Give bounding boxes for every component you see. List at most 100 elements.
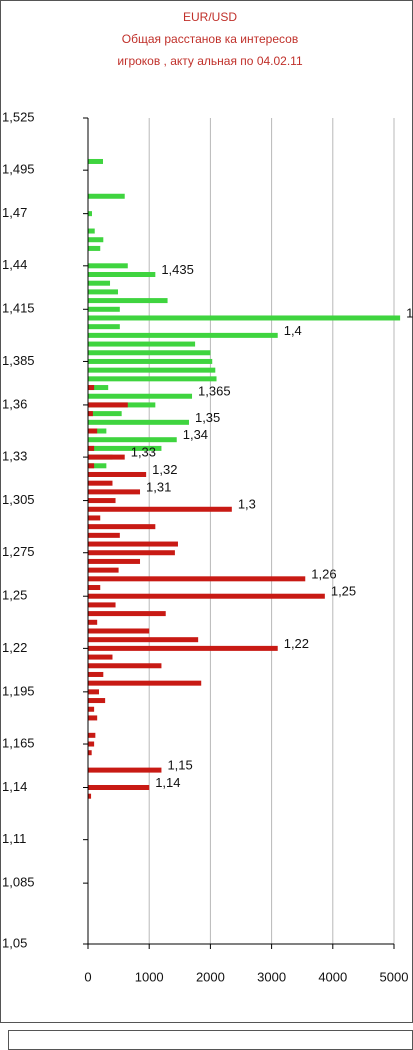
bar (88, 498, 116, 504)
y-tick-label: 1,11 (2, 831, 26, 846)
data-label: 1,32 (152, 462, 177, 477)
bar (88, 463, 95, 469)
bar (88, 576, 306, 582)
bar (88, 445, 95, 451)
bar (88, 280, 111, 286)
bar (88, 741, 95, 747)
bar (88, 445, 162, 451)
bar (88, 237, 104, 243)
bar (88, 315, 401, 321)
bar (88, 793, 92, 799)
bar (88, 463, 107, 469)
bar (88, 611, 166, 617)
bar (88, 558, 141, 564)
y-tick-label: 1,22 (2, 640, 27, 655)
data-label: 1,33 (131, 445, 156, 460)
bar (88, 306, 120, 312)
bar (88, 489, 141, 495)
bar (88, 332, 278, 338)
data-label: 1,4 (284, 323, 302, 338)
data-label: 1,22 (284, 636, 309, 651)
bar (88, 784, 150, 790)
data-label: 1,41 (406, 305, 413, 320)
bar (88, 593, 325, 599)
bar (88, 158, 103, 164)
chart-subtitle: игроков , акту альная по 04.02.11 (117, 54, 303, 68)
bar (88, 419, 189, 425)
bar (88, 402, 128, 408)
bar (88, 228, 95, 234)
bar (88, 428, 98, 434)
next-panel (8, 1030, 413, 1050)
bar (88, 645, 278, 651)
data-label: 1,14 (155, 775, 180, 790)
bar (88, 602, 116, 608)
y-tick-label: 1,14 (2, 779, 27, 794)
y-tick-label: 1,495 (2, 162, 35, 177)
bar (88, 358, 213, 364)
bar (88, 637, 199, 643)
bar (88, 437, 177, 443)
x-tick-label: 0 (84, 969, 91, 984)
bar (88, 211, 92, 217)
bar (88, 393, 193, 399)
x-tick-label: 2000 (196, 969, 225, 984)
bar (88, 454, 125, 460)
bar (88, 628, 150, 634)
data-label: 1,435 (161, 262, 194, 277)
data-label: 1,3 (238, 497, 256, 512)
bar (88, 680, 202, 686)
y-tick-label: 1,195 (2, 683, 35, 698)
bar (88, 698, 106, 704)
bar (88, 263, 128, 269)
bar (88, 341, 196, 347)
bar (88, 524, 156, 530)
bar (88, 732, 96, 738)
y-tick-label: 1,44 (2, 257, 27, 272)
bar (88, 245, 101, 251)
bar (88, 480, 113, 486)
bar (88, 767, 162, 773)
bar (88, 541, 178, 547)
bar (88, 715, 98, 721)
bar (88, 411, 122, 417)
bar (88, 272, 156, 278)
bar (88, 506, 232, 512)
chart-title: EUR/USD (183, 10, 237, 24)
bar (88, 689, 100, 695)
bar (88, 471, 147, 477)
chart-subtitle: Общая расстанов ка интересов (122, 32, 298, 46)
y-tick-label: 1,525 (2, 109, 35, 124)
bar (88, 663, 162, 669)
y-tick-label: 1,36 (2, 396, 27, 411)
bar (88, 567, 119, 573)
y-tick-label: 1,47 (2, 205, 27, 220)
y-tick-label: 1,275 (2, 544, 35, 559)
bar (88, 324, 120, 330)
bar (88, 385, 109, 391)
bar (88, 289, 118, 295)
bar (88, 706, 95, 712)
data-label: 1,31 (146, 479, 171, 494)
x-tick-label: 4000 (318, 969, 347, 984)
x-tick-label: 3000 (257, 969, 286, 984)
x-tick-label: 5000 (380, 969, 409, 984)
data-label: 1,25 (331, 584, 356, 599)
bar (88, 367, 216, 373)
bar (88, 193, 125, 199)
y-tick-label: 1,05 (2, 935, 27, 950)
data-label: 1,15 (167, 758, 192, 773)
bar (88, 671, 104, 677)
bar (88, 376, 217, 382)
data-label: 1,365 (198, 384, 231, 399)
data-label: 1,26 (311, 566, 336, 581)
y-tick-label: 1,305 (2, 492, 35, 507)
bar (88, 515, 101, 521)
y-tick-label: 1,385 (2, 353, 35, 368)
y-tick-label: 1,165 (2, 735, 35, 750)
bar (88, 654, 113, 660)
bar (88, 750, 92, 756)
y-tick-label: 1,33 (2, 449, 27, 464)
